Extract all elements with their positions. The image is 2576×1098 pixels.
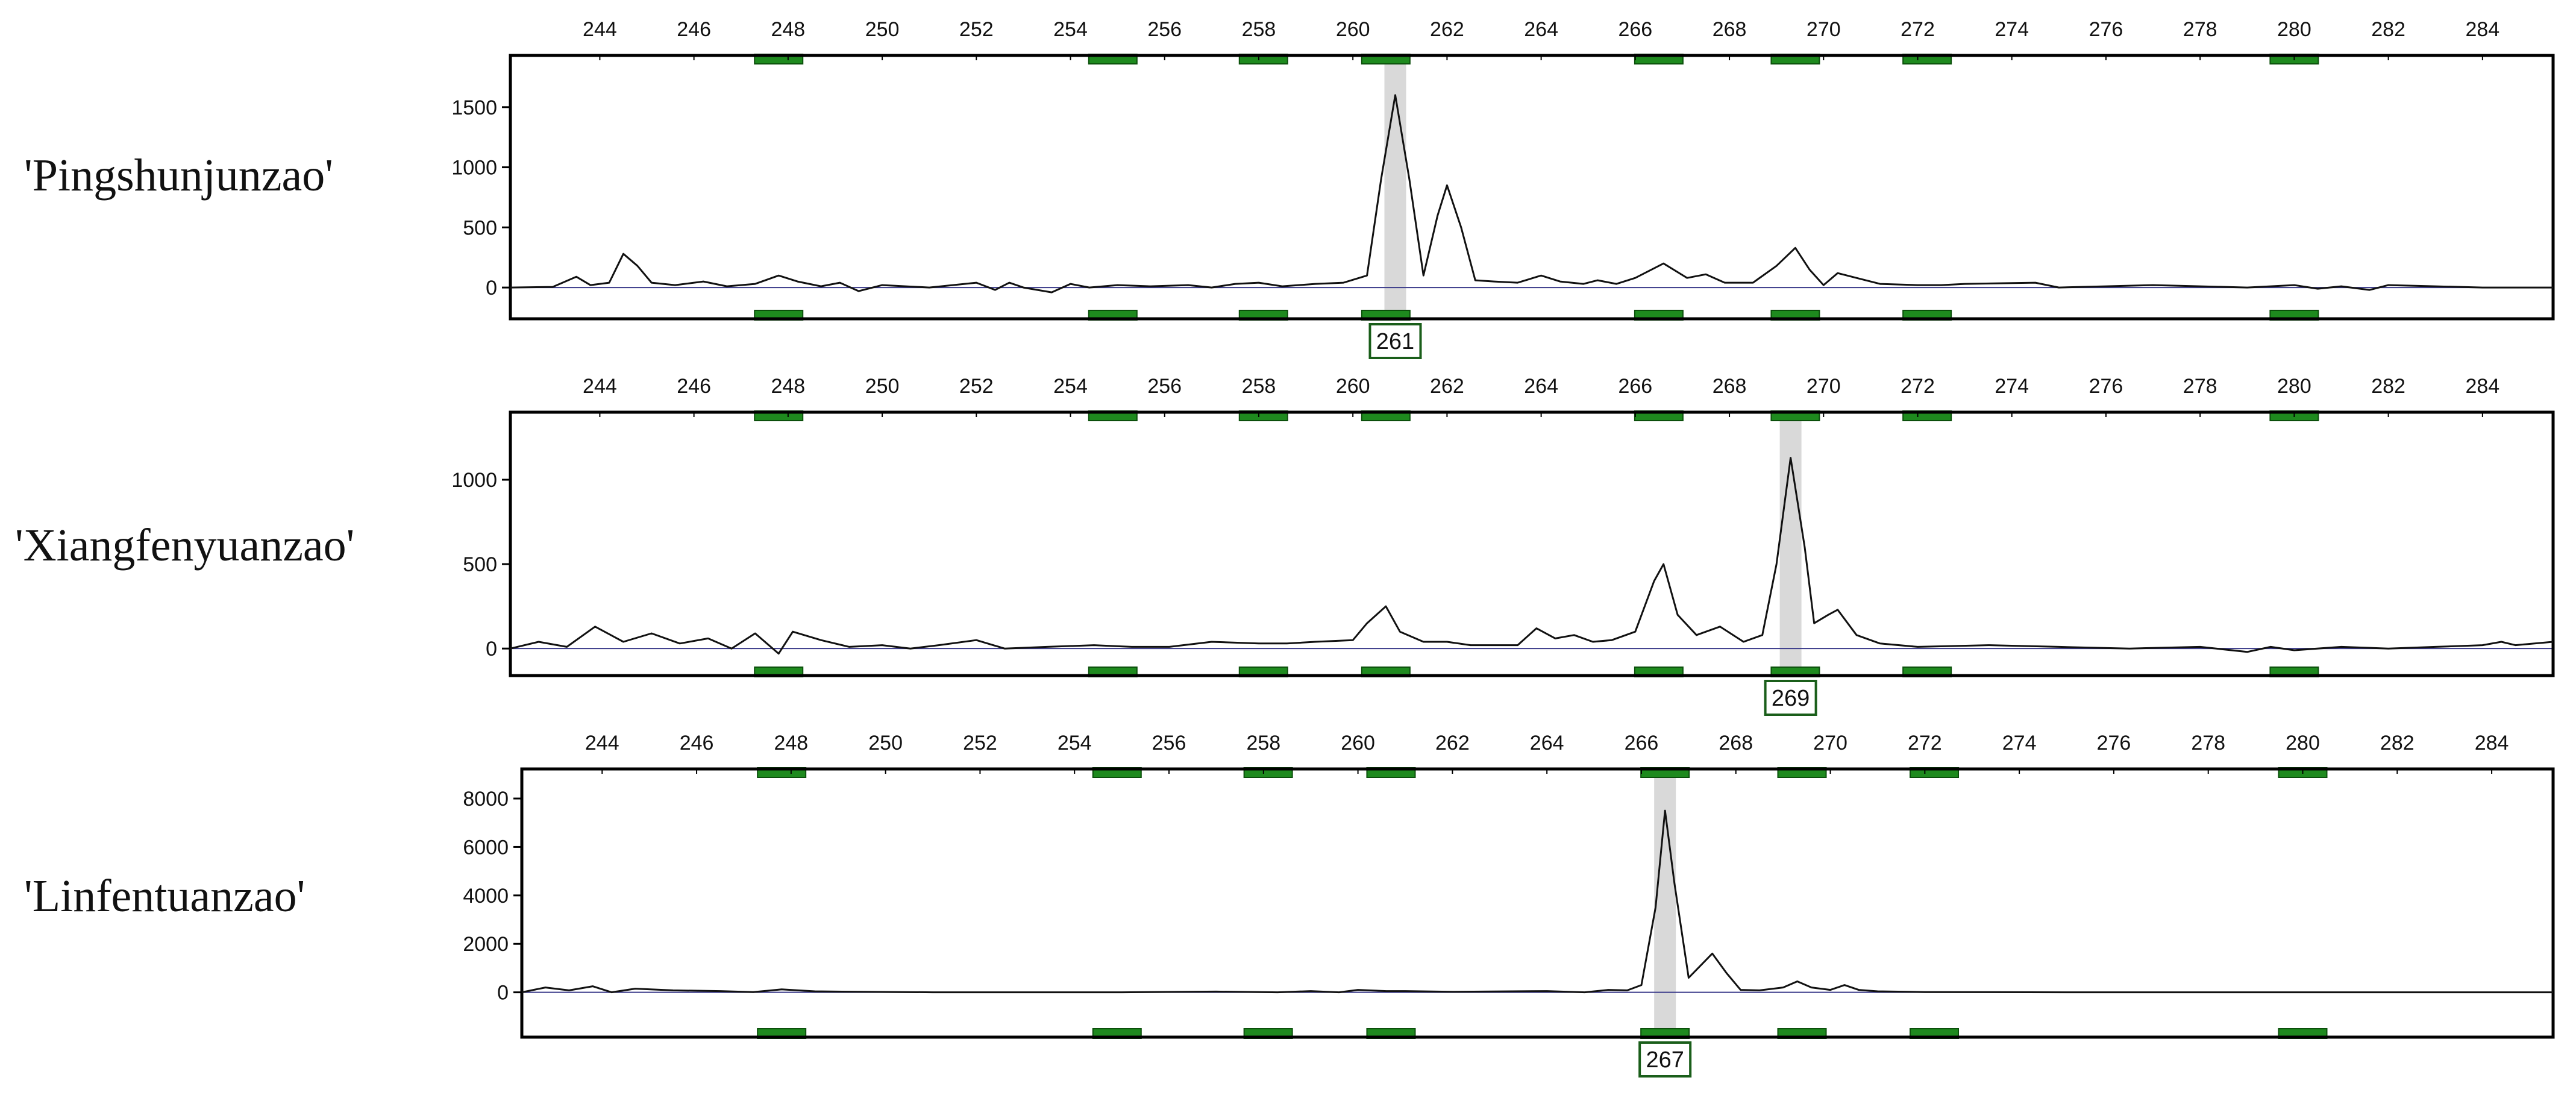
x-tick-label: 278: [2183, 375, 2217, 398]
allele-call-band: [1779, 415, 1802, 673]
allele-call-box: [1638, 1041, 1692, 1078]
sample-label-pingshunjunzao: 'Pingshunjunzao': [24, 150, 333, 201]
y-tick-label: 1500: [451, 96, 497, 119]
y-tick-label: 0: [486, 277, 497, 300]
x-tick-label: 280: [2277, 375, 2311, 398]
x-tick-label: 252: [959, 375, 994, 398]
x-tick-label: 246: [677, 18, 711, 41]
x-tick-label: 272: [1901, 375, 1935, 398]
x-tick-label: 248: [771, 18, 805, 41]
x-tick-label: 248: [774, 732, 808, 754]
x-tick-label: 254: [1053, 18, 1088, 41]
x-tick-label: 244: [583, 375, 617, 398]
x-tick-label: 264: [1530, 732, 1564, 754]
x-tick-label: 268: [1713, 375, 1747, 398]
y-tick-label: 2000: [463, 933, 509, 956]
panel-2: 244 246 248 250 252 254 256 258 260 262 264 266 268 2…: [451, 375, 2555, 716]
x-tick-label: 254: [1058, 732, 1092, 754]
x-tick-label: 278: [2191, 732, 2225, 754]
y-tick-label: 1000: [451, 469, 497, 492]
x-tick-label: 266: [1618, 375, 1652, 398]
y-tick-label: 8000: [463, 788, 509, 811]
panel-1: 244 246 248 250 252 254 256 258 260 262 264 266 268 2…: [451, 18, 2555, 359]
x-tick-label: 262: [1430, 18, 1464, 41]
x-tick-label: 276: [2089, 18, 2123, 41]
x-tick-label: 278: [2183, 18, 2217, 41]
plot-frame: [509, 410, 2555, 677]
allele-call-box: [1764, 680, 1817, 716]
x-tick-label: 266: [1618, 18, 1652, 41]
x-tick-label: 244: [583, 18, 617, 41]
x-tick-label: 270: [1807, 375, 1841, 398]
x-tick-label: 264: [1524, 375, 1558, 398]
x-tick-label: 266: [1625, 732, 1659, 754]
y-tick-label: 0: [497, 982, 509, 1005]
trace-line: [510, 457, 2554, 655]
x-tick-label: 258: [1242, 375, 1276, 398]
y-tick-label: 4000: [463, 885, 509, 908]
x-tick-label: 282: [2371, 18, 2405, 41]
sample-label-linfentuanzao: 'Linfentuanzao': [24, 871, 306, 921]
x-tick-label: 256: [1152, 732, 1186, 754]
x-tick-label: 250: [868, 732, 903, 754]
x-tick-label: 260: [1336, 375, 1370, 398]
x-tick-label: 272: [1901, 18, 1935, 41]
x-tick-label: 250: [865, 18, 900, 41]
y-tick-label: 1000: [451, 157, 497, 180]
x-tick-label: 260: [1336, 18, 1370, 41]
x-tick-label: 252: [963, 732, 997, 754]
x-tick-label: 272: [1908, 732, 1942, 754]
x-tick-label: 262: [1435, 732, 1470, 754]
x-tick-label: 254: [1053, 375, 1088, 398]
x-tick-label: 284: [2465, 18, 2499, 41]
x-tick-label: 262: [1430, 375, 1464, 398]
trace-line: [510, 94, 2553, 293]
allele-call-box: [1368, 323, 1422, 359]
x-tick-label: 270: [1807, 18, 1841, 41]
x-tick-label: 264: [1524, 18, 1558, 41]
x-tick-label: 284: [2465, 375, 2499, 398]
x-tick-label: 258: [1242, 18, 1276, 41]
x-tick-label: 256: [1147, 375, 1182, 398]
x-tick-label: 252: [959, 18, 994, 41]
y-tick-label: 0: [486, 638, 497, 660]
x-tick-label: 258: [1246, 732, 1280, 754]
x-tick-label: 256: [1147, 18, 1182, 41]
x-tick-label: 260: [1341, 732, 1375, 754]
x-tick-label: 276: [2089, 375, 2123, 398]
x-tick-label: 276: [2097, 732, 2131, 754]
allele-call-label: 267: [1646, 1047, 1684, 1073]
x-tick-label: 280: [2286, 732, 2320, 754]
sample-label-xiangfenyuanzao: 'Xiangfenyuanzao': [15, 520, 355, 571]
x-tick-label: 284: [2475, 732, 2509, 754]
plot-frame: [520, 767, 2555, 1039]
x-tick-label: 248: [771, 375, 805, 398]
x-tick-label: 268: [1713, 18, 1747, 41]
x-tick-label: 270: [1813, 732, 1847, 754]
x-tick-label: 268: [1719, 732, 1753, 754]
plot-frame: [509, 54, 2555, 321]
allele-call-label: 269: [1772, 686, 1810, 711]
panel-3: 244 246 248 250 252 254 256 258 260 262 264 266 268 2…: [463, 732, 2555, 1078]
x-tick-label: 250: [865, 375, 900, 398]
x-tick-label: 274: [1995, 375, 2029, 398]
y-tick-label: 500: [463, 553, 497, 576]
trace-line: [521, 809, 2553, 994]
x-tick-label: 246: [677, 375, 711, 398]
allele-call-label: 261: [1376, 329, 1414, 354]
x-tick-label: 244: [585, 732, 619, 754]
x-tick-label: 282: [2380, 732, 2415, 754]
x-tick-label: 274: [1995, 18, 2029, 41]
x-tick-label: 282: [2371, 375, 2405, 398]
x-tick-label: 280: [2277, 18, 2311, 41]
allele-call-band: [1384, 58, 1406, 316]
y-tick-label: 6000: [463, 836, 509, 859]
x-tick-label: 246: [680, 732, 714, 754]
y-tick-label: 500: [463, 216, 497, 239]
x-tick-label: 274: [2002, 732, 2037, 754]
